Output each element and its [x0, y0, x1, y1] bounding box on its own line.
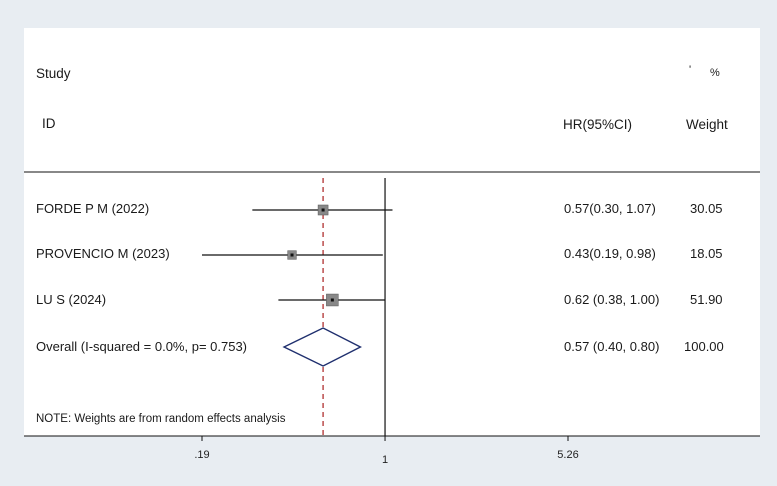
study-label-3: LU S (2024)	[36, 292, 107, 307]
overall-label: Overall (I-squared = 0.0%, p= 0.753)	[36, 339, 248, 354]
study-ci-2: 0.43(0.19, 0.98)	[564, 246, 656, 261]
overall-diamond	[282, 327, 362, 367]
study-label-1: FORDE P M (2022)	[36, 201, 150, 216]
overall-weight: 100.00	[684, 339, 724, 354]
point-estimate-3	[330, 298, 334, 302]
x-tick-label-1: .19	[194, 449, 209, 461]
header-percent: %	[710, 67, 720, 79]
study-weight-3: 51.90	[690, 292, 723, 307]
header-id: ID	[42, 116, 56, 131]
x-tick-label-2: 1	[382, 454, 388, 466]
study-weight-2: 18.05	[690, 246, 723, 261]
study-label-2: PROVENCIO M (2023)	[36, 246, 170, 261]
header-hr-ci: HR(95%CI)	[563, 117, 633, 132]
header-mark: '	[689, 64, 692, 76]
study-weight-1: 30.05	[690, 201, 723, 216]
footnote: NOTE: Weights are from random effects an…	[36, 413, 286, 425]
overall-ci: 0.57 (0.40, 0.80)	[564, 339, 660, 354]
plot-panel	[24, 28, 760, 436]
header-weight: Weight	[686, 117, 728, 132]
header-study: Study	[36, 66, 71, 81]
x-tick-label-3: 5.26	[557, 449, 578, 461]
study-ci-3: 0.62 (0.38, 1.00)	[564, 292, 660, 307]
point-estimate-2	[290, 253, 294, 257]
study-ci-1: 0.57(0.30, 1.07)	[564, 201, 656, 216]
point-estimate-1	[321, 208, 325, 212]
